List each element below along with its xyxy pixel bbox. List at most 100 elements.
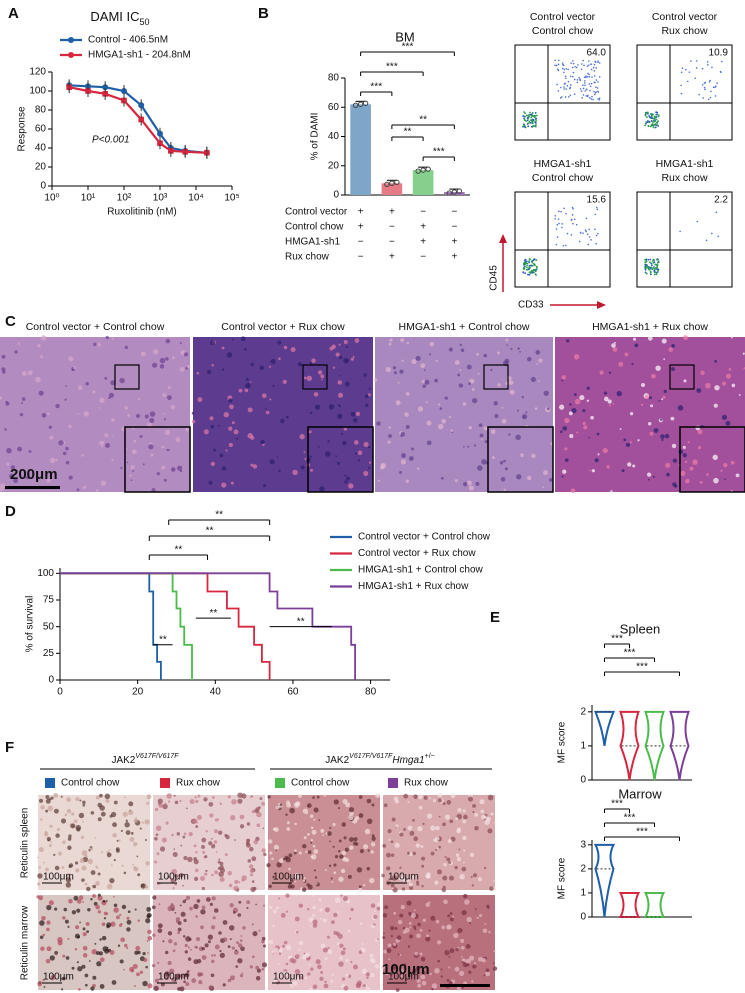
- violin: [644, 710, 665, 781]
- tissue-texture: [172, 949, 176, 953]
- tissue-texture: [298, 948, 301, 951]
- tissue-texture: [687, 440, 690, 444]
- tissue-texture: [632, 337, 637, 341]
- tissue-texture: [84, 973, 89, 978]
- event-dot: [720, 60, 723, 63]
- tissue-texture: [468, 485, 474, 491]
- tissue-texture: [391, 973, 393, 976]
- event-dot: [536, 114, 538, 117]
- tissue-texture: [147, 952, 149, 954]
- event-dot: [565, 212, 567, 215]
- event-dot: [656, 121, 659, 124]
- tissue-texture: [123, 871, 127, 875]
- tissue-texture: [403, 793, 409, 799]
- legend-swatch: [388, 778, 398, 788]
- tissue-texture: [417, 922, 421, 927]
- tissue-texture: [55, 953, 58, 956]
- tissue-texture: [270, 358, 276, 365]
- tissue-texture: [76, 488, 80, 492]
- tissue-texture: [458, 383, 464, 388]
- tissue-texture: [46, 927, 50, 932]
- tissue-texture: [113, 895, 115, 898]
- event-dot: [528, 273, 531, 276]
- event-dot: [575, 223, 578, 226]
- event-dot: [685, 68, 687, 71]
- tissue-texture: [223, 412, 230, 418]
- tissue-texture: [367, 466, 371, 470]
- tissue-texture: [278, 357, 281, 361]
- tissue-texture: [113, 859, 116, 862]
- tissue-texture: [355, 816, 360, 821]
- event-dot: [576, 81, 579, 84]
- tissue-texture: [248, 864, 254, 869]
- tissue-texture: [421, 379, 425, 383]
- tissue-texture: [435, 825, 440, 831]
- event-dot: [585, 88, 588, 91]
- tissue-texture: [338, 876, 344, 882]
- tissue-texture: [307, 850, 312, 855]
- tissue-texture: [696, 388, 702, 393]
- tissue-texture: [63, 907, 68, 912]
- histology-image: [38, 895, 150, 990]
- tissue-texture: [201, 837, 207, 843]
- event-dot: [530, 116, 533, 119]
- tissue-texture: [137, 873, 141, 877]
- tissue-texture: [370, 972, 375, 978]
- tissue-texture: [449, 875, 455, 881]
- tissue-texture: [454, 966, 460, 972]
- tissue-texture: [333, 799, 339, 805]
- tissue-texture: [82, 927, 86, 931]
- tissue-texture: [469, 852, 475, 857]
- tissue-texture: [400, 431, 405, 437]
- tissue-texture: [405, 479, 409, 483]
- tissue-texture: [221, 368, 225, 371]
- scale-label-small: 100μm: [273, 872, 304, 883]
- tissue-texture: [179, 904, 182, 907]
- event-dot: [587, 243, 590, 246]
- replicate-dot: [451, 189, 458, 195]
- tissue-texture: [197, 794, 201, 798]
- tissue-texture: [219, 949, 222, 953]
- series-line: [60, 572, 162, 680]
- tissue-texture: [343, 836, 347, 840]
- tissue-texture: [697, 445, 702, 450]
- tissue-texture: [383, 932, 385, 935]
- tissue-texture: [263, 484, 267, 488]
- tissue-texture: [331, 344, 336, 349]
- tissue-texture: [37, 873, 43, 879]
- tissue-texture: [442, 875, 448, 881]
- tissue-texture: [494, 413, 499, 419]
- tissue-texture: [415, 843, 420, 848]
- x-axis-label: Ruxolitinib (nM): [107, 207, 176, 218]
- tissue-texture: [370, 903, 376, 908]
- tissue-texture: [296, 977, 301, 981]
- tissue-texture: [564, 417, 570, 424]
- tissue-texture: [92, 884, 97, 889]
- tissue-texture: [102, 946, 108, 952]
- condition-cell: −: [389, 237, 395, 248]
- event-dot: [646, 116, 648, 119]
- tissue-texture: [294, 822, 297, 826]
- tissue-texture: [183, 832, 187, 836]
- tissue-texture: [305, 850, 308, 854]
- tissue-texture: [121, 864, 124, 867]
- tissue-texture: [259, 365, 265, 370]
- tissue-texture: [98, 951, 104, 956]
- tissue-texture: [184, 943, 188, 948]
- tissue-texture: [457, 373, 461, 377]
- tissue-texture: [510, 347, 513, 350]
- tissue-texture: [446, 978, 450, 982]
- tissue-texture: [229, 404, 234, 410]
- tissue-texture: [425, 936, 431, 942]
- y-tick-label: 0: [48, 675, 54, 686]
- event-dot: [698, 93, 700, 96]
- event-dot: [570, 219, 573, 221]
- tissue-texture: [42, 861, 45, 864]
- tissue-texture: [41, 915, 46, 921]
- tissue-texture: [449, 912, 453, 915]
- tissue-texture: [423, 369, 426, 371]
- event-dot: [525, 114, 528, 117]
- tissue-texture: [219, 861, 224, 866]
- tissue-texture: [342, 896, 349, 902]
- tissue-texture: [621, 469, 625, 473]
